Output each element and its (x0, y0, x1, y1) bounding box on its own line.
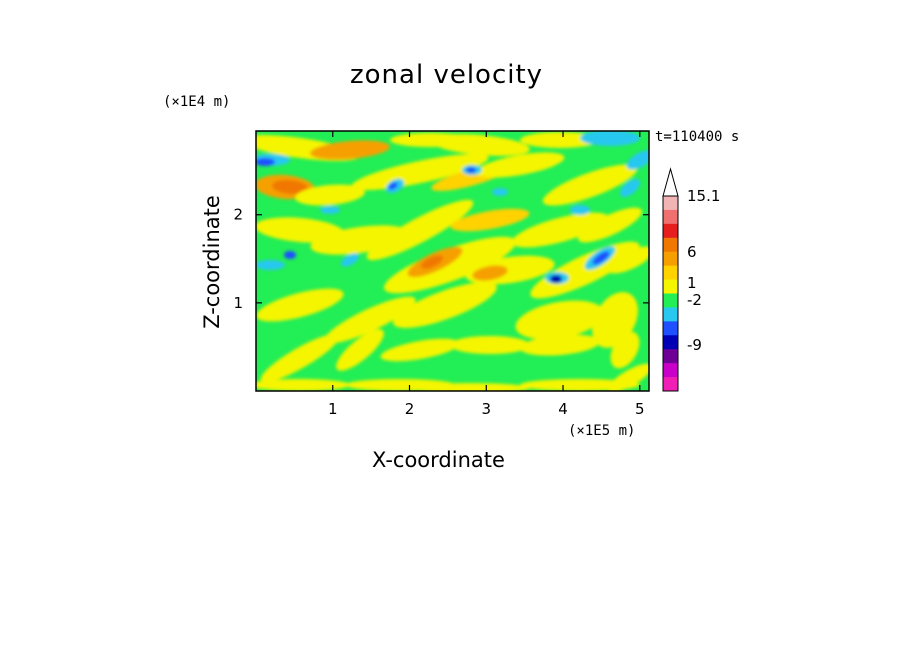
colorbar-segment (663, 335, 678, 350)
colorbar-segment (663, 363, 678, 378)
contour-region (256, 288, 344, 322)
contour-region (520, 132, 600, 148)
contour-region (256, 158, 275, 166)
colorbar-segment (663, 293, 678, 308)
colorbar-label: 15.1 (687, 187, 720, 205)
x-tick-label: 4 (558, 400, 568, 418)
colorbar-segment (663, 223, 678, 239)
contour-region (324, 296, 416, 344)
contour-region (592, 251, 610, 265)
contour-region (430, 134, 530, 156)
x-tick-label: 3 (482, 400, 492, 418)
y-axis-unit: (×1E4 m) (163, 94, 231, 110)
contour-region (520, 334, 600, 356)
plot-frame (255, 130, 650, 392)
contour-region (351, 153, 489, 191)
chart-title: zonal velocity (350, 60, 544, 90)
colorbar-segment (663, 237, 678, 253)
contour-region (577, 207, 643, 243)
contour-region (550, 275, 562, 283)
colorbar-segment (663, 307, 678, 322)
y-tick-label: 1 (233, 294, 243, 312)
contour-region (388, 182, 398, 190)
contour-region (450, 336, 530, 354)
contour-region (542, 164, 638, 206)
contour-region (256, 379, 350, 391)
contour-region (410, 383, 530, 391)
contour-region (515, 300, 605, 340)
contour-region (260, 333, 340, 383)
colorbar-label: 1 (687, 274, 697, 292)
x-tick-label: 1 (328, 400, 338, 418)
y-tick-label: 2 (233, 206, 243, 224)
colorbar-segment (663, 321, 678, 336)
contour-region (340, 253, 360, 267)
contour-region (380, 338, 460, 362)
contour-region (511, 212, 609, 248)
colorbar-label: 6 (687, 243, 697, 261)
contour-region (472, 265, 508, 281)
contour-region (284, 251, 296, 259)
time-label: t=110400 s (655, 129, 740, 145)
colorbar-label: -9 (687, 336, 702, 354)
x-axis-label: X-coordinate (372, 448, 505, 472)
colorbar-label: -2 (687, 291, 702, 309)
colorbar-segment (663, 209, 678, 225)
colorbar-segment (663, 196, 678, 211)
colorbar-extend-max (662, 167, 679, 197)
contour-region (492, 188, 508, 196)
x-tick-label: 5 (635, 400, 645, 418)
contour-region (450, 208, 530, 232)
colorbar-segment (663, 349, 678, 364)
contour-region (310, 140, 390, 160)
contour-region (626, 150, 649, 170)
colorbar-segment (663, 279, 678, 294)
contour-region (607, 363, 649, 391)
contour-region (336, 329, 384, 371)
contour-region (393, 282, 497, 328)
contour-region (256, 217, 345, 243)
contour-region (320, 206, 340, 214)
contour-region (466, 167, 476, 173)
contour-region (570, 205, 590, 215)
contour-region (610, 331, 640, 369)
contour-region (580, 131, 640, 146)
colorbar-segment (663, 377, 678, 392)
colorbar-segment (663, 251, 678, 267)
contour-region (475, 152, 565, 178)
contour-region (420, 255, 444, 269)
contour-region (272, 179, 308, 195)
contour-region (383, 236, 517, 294)
contour-region (256, 260, 285, 270)
contour-region (607, 246, 649, 274)
x-tick-label: 2 (405, 400, 415, 418)
colorbar-segment (663, 265, 678, 281)
colorbar-frame (662, 195, 679, 392)
x-axis-unit: (×1E5 m) (568, 423, 636, 439)
contour-region (620, 179, 640, 197)
contour-region (295, 184, 365, 206)
contour-region (366, 199, 474, 261)
